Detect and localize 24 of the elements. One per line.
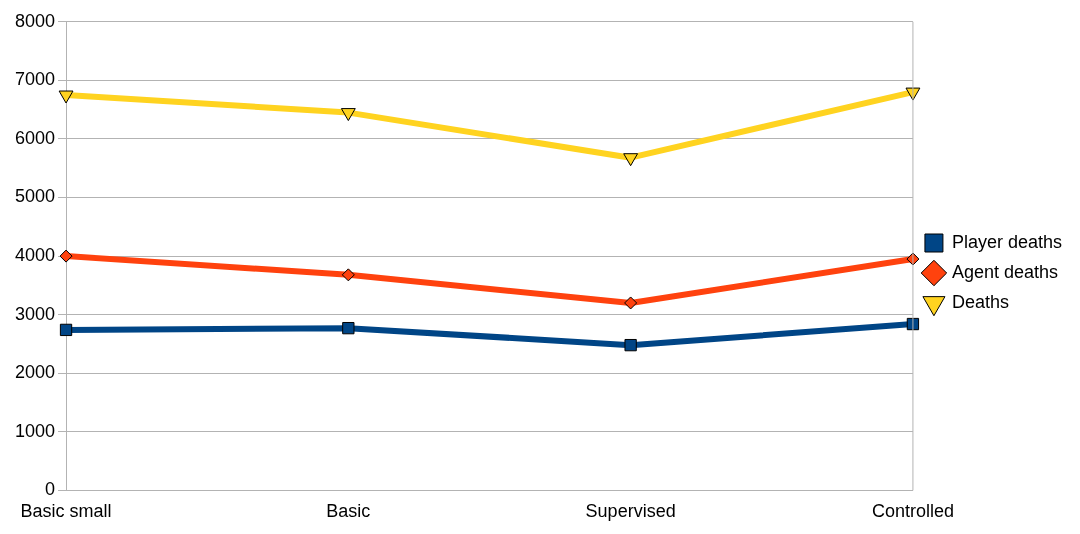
y-tick-label: 0 (45, 479, 56, 500)
y-tick-label: 2000 (15, 362, 56, 383)
point (58, 90, 74, 104)
y-tick-label: 8000 (15, 10, 56, 31)
point (624, 296, 638, 310)
point (340, 108, 356, 122)
y-tick-label: 1000 (15, 420, 56, 441)
x-tick-label: Basic small (20, 501, 112, 522)
y-tick-label: 7000 (15, 69, 56, 90)
point (342, 321, 355, 335)
point (623, 153, 639, 167)
legend-label: Deaths (951, 291, 1009, 312)
point (59, 323, 73, 337)
x-tick-label: Basic (326, 501, 371, 522)
y-tick-label: 6000 (15, 127, 56, 148)
legend-label: Agent deaths (951, 261, 1059, 282)
x-tick-label: Supervised (585, 501, 676, 522)
legend-label: Player deaths (951, 231, 1063, 252)
y-tick-label: 4000 (15, 245, 56, 266)
point (624, 338, 637, 352)
point (341, 268, 355, 282)
y-tick-label: 3000 (15, 303, 56, 324)
x-tick-label: Controlled (871, 501, 954, 522)
y-tick-label: 5000 (15, 186, 56, 207)
